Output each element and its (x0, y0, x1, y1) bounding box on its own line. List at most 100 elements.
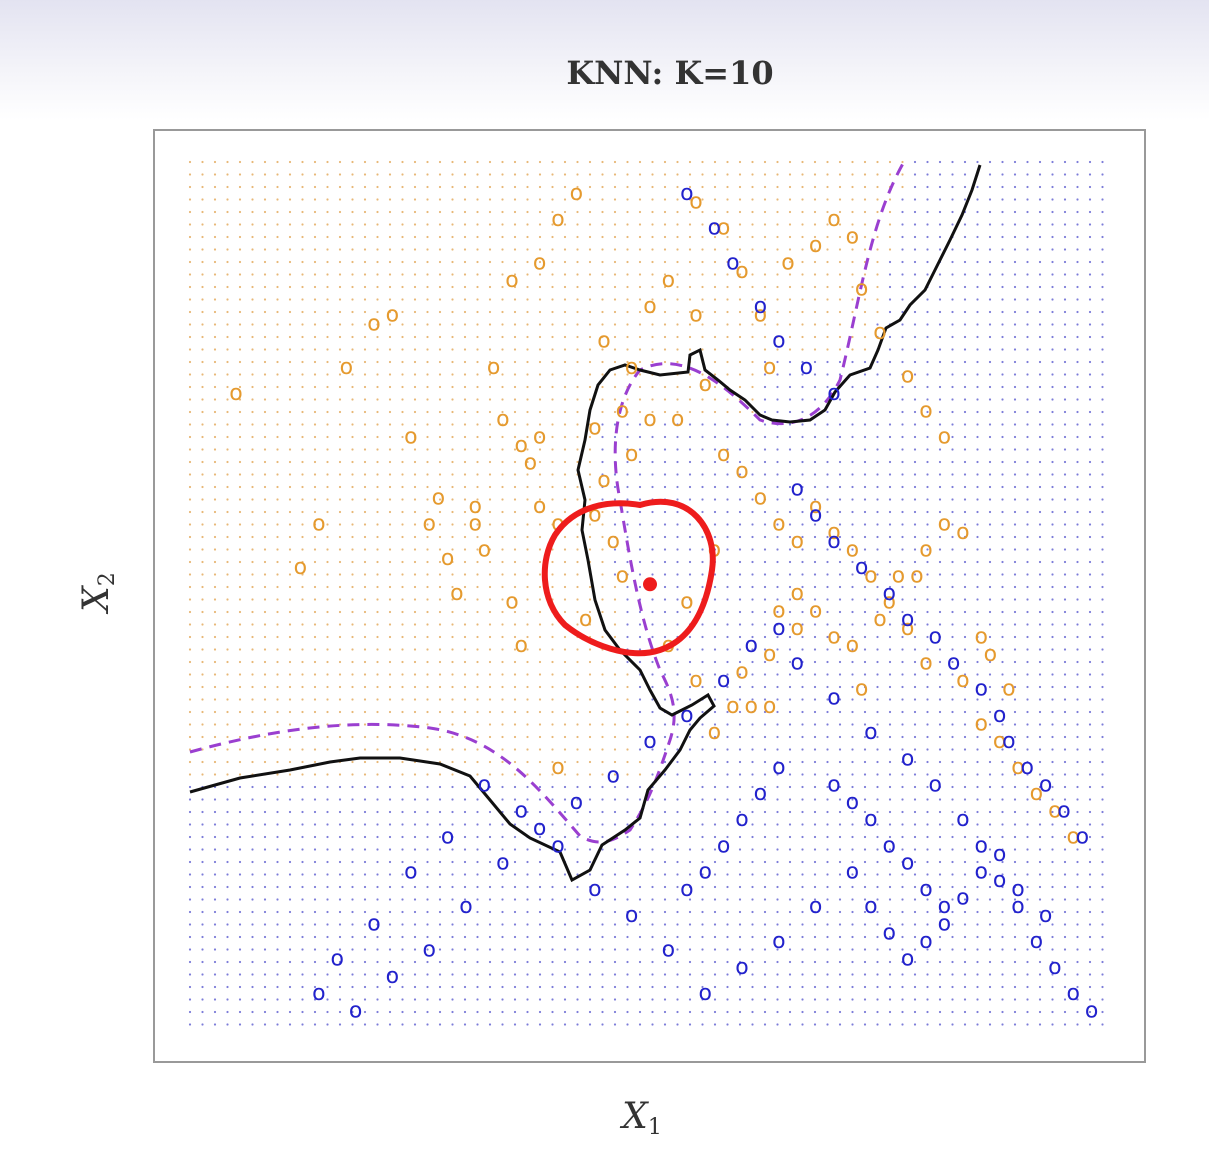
grid-dot (976, 710, 979, 714)
grid-dot (1101, 948, 1104, 951)
grid-dot (288, 410, 292, 414)
grid-dot (563, 498, 567, 501)
grid-dot (763, 160, 767, 164)
grid-dot (188, 423, 192, 426)
grid-dot (951, 535, 954, 539)
grid-dot (276, 810, 279, 814)
grid-dot (926, 185, 929, 189)
grid-dot (388, 985, 392, 989)
grid-dot (626, 723, 629, 726)
grid-dot (1013, 935, 1017, 939)
grid-dot (188, 498, 192, 501)
grid-dot (288, 273, 292, 276)
grid-dot (213, 760, 217, 764)
grid-dot (288, 173, 292, 176)
grid-dot (463, 798, 467, 801)
grid-dot (263, 473, 267, 476)
grid-dot (663, 848, 667, 851)
grid-dot (601, 410, 604, 414)
grid-dot (376, 923, 379, 926)
grid-dot (988, 398, 992, 401)
grid-dot (688, 710, 692, 714)
grid-dot (938, 848, 942, 851)
grid-dot (463, 285, 467, 289)
grid-dot (963, 535, 967, 539)
grid-dot (388, 848, 392, 851)
grid-dot (263, 698, 267, 701)
grid-dot (363, 423, 367, 426)
grid-dot (726, 785, 729, 789)
grid-dot (601, 685, 604, 689)
grid-dot (401, 985, 404, 989)
grid-dot (438, 460, 442, 464)
grid-dot (951, 810, 954, 814)
grid-dot (988, 173, 992, 176)
grid-dot (788, 760, 792, 764)
grid-dot (1051, 535, 1054, 539)
grid-dot (601, 960, 604, 964)
grid-dot (963, 223, 967, 226)
grid-dot (738, 360, 742, 364)
grid-dot (1101, 823, 1104, 826)
grid-dot (726, 248, 729, 251)
grid-dot (363, 260, 367, 264)
grid-dot (213, 435, 217, 439)
grid-dot (476, 985, 479, 989)
grid-dot (988, 560, 992, 564)
grid-dot (1026, 235, 1029, 239)
grid-dot (863, 873, 867, 876)
grid-dot (1101, 298, 1104, 301)
grid-dot (438, 335, 442, 339)
grid-dot (526, 298, 529, 301)
grid-dot (901, 623, 904, 626)
grid-dot (338, 335, 342, 339)
grid-dot (626, 160, 629, 164)
grid-dot (351, 910, 354, 914)
grid-dot (313, 935, 317, 939)
grid-dot (488, 348, 492, 351)
grid-dot (1026, 273, 1029, 276)
grid-dot (1088, 598, 1092, 601)
grid-dot (226, 923, 229, 926)
grid-dot (201, 673, 204, 676)
grid-dot (1088, 735, 1092, 739)
grid-dot (238, 498, 242, 501)
grid-dot (451, 260, 454, 264)
grid-dot (501, 723, 504, 726)
grid-dot (413, 585, 417, 589)
grid-dot (863, 760, 867, 764)
grid-dot (676, 898, 679, 901)
grid-dot (888, 310, 892, 314)
grid-dot (1088, 848, 1092, 851)
grid-dot (963, 785, 967, 789)
grid-dot (976, 848, 979, 851)
grid-dot (788, 835, 792, 839)
grid-dot (1076, 948, 1079, 951)
grid-dot (538, 823, 542, 826)
grid-dot (788, 198, 792, 201)
grid-dot (588, 298, 592, 301)
grid-dot (1076, 498, 1079, 501)
grid-dot (313, 423, 317, 426)
grid-dot (826, 210, 829, 214)
grid-dot (613, 923, 617, 926)
grid-dot (526, 698, 529, 701)
grid-dot (888, 698, 892, 701)
grid-dot (738, 485, 742, 489)
grid-dot (526, 310, 529, 314)
grid-dot (826, 160, 829, 164)
grid-dot (801, 610, 804, 614)
grid-dot (663, 785, 667, 789)
grid-dot (688, 848, 692, 851)
grid-dot (626, 898, 629, 901)
grid-dot (551, 285, 554, 289)
grid-dot (288, 623, 292, 626)
grid-dot (763, 685, 767, 689)
grid-dot (251, 160, 254, 164)
grid-dot (401, 948, 404, 951)
grid-dot (876, 635, 879, 639)
grid-dot (776, 648, 779, 651)
grid-dot (476, 235, 479, 239)
grid-dot (1038, 835, 1042, 839)
grid-dot (463, 560, 467, 564)
